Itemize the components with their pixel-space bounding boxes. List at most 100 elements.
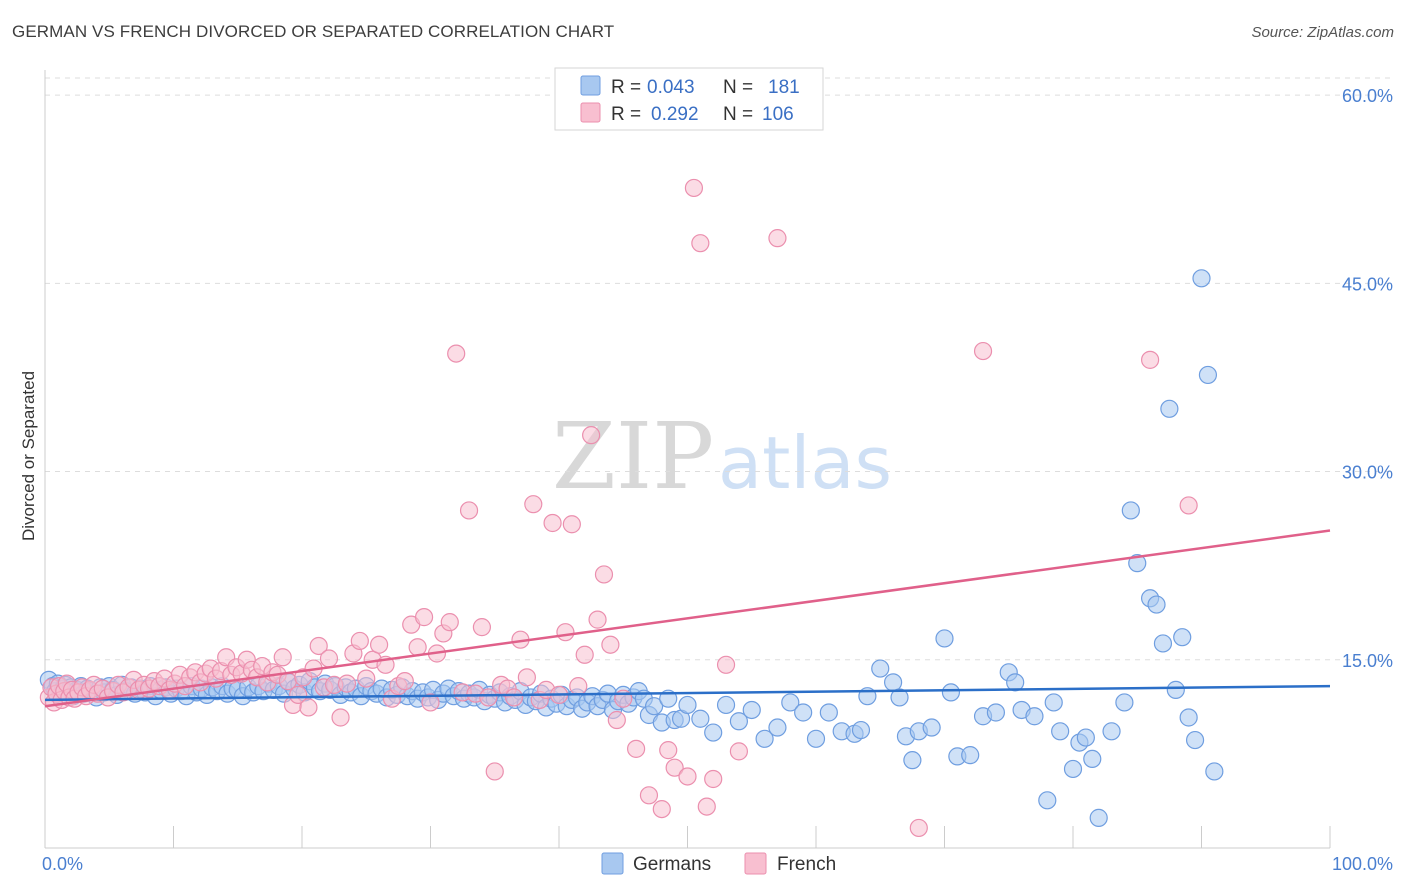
french-point-99 (562, 515, 581, 534)
germans-point-140 (806, 729, 826, 748)
germans-point-147 (883, 673, 903, 692)
french-point-85 (472, 618, 491, 637)
germans-point-170 (1089, 808, 1108, 827)
germans-point-181 (1179, 708, 1198, 727)
germans-point-138 (781, 693, 800, 712)
germans-point-130 (678, 695, 697, 715)
french-point-117 (704, 769, 723, 789)
source-label: Source: ZipAtlas.com (1251, 24, 1394, 41)
french-point-121 (909, 818, 928, 838)
germans-bottom-swatch (601, 852, 624, 875)
french-point-69 (370, 635, 389, 654)
germans-point-154 (941, 683, 961, 702)
y-tick-label-2: 45.0% (1342, 274, 1393, 294)
french-point-106 (607, 710, 626, 730)
germans-point-177 (1153, 634, 1173, 653)
germans-point-139 (794, 703, 813, 722)
germans-point-125 (644, 697, 664, 716)
french-point-114 (684, 178, 704, 198)
watermark-atlas: atlas (718, 421, 892, 505)
watermark-zip: ZIP (552, 403, 714, 510)
germans-n-label: N = (723, 77, 753, 98)
french-point-122 (973, 341, 993, 361)
germans-point-134 (729, 712, 749, 731)
germans-point-166 (1063, 759, 1083, 779)
germans-point-160 (1006, 673, 1025, 692)
germans-point-132 (704, 723, 723, 742)
french-point-98 (556, 623, 575, 642)
germans-bottom-label: Germans (633, 854, 711, 875)
french-point-93 (524, 495, 543, 514)
top-legend: R = 0.043 N = 181 R = 0.292 N = 106 (554, 67, 824, 131)
germans-point-180 (1173, 628, 1192, 647)
watermark: ZIP atlas (552, 403, 892, 510)
french-point-75 (408, 638, 427, 657)
germans-point-144 (851, 720, 871, 740)
french-point-110 (652, 799, 671, 819)
germans-legend-swatch (580, 75, 601, 96)
y-tick-labels: 15.0% 30.0% 45.0% 60.0% (1342, 86, 1393, 671)
germans-point-185 (1205, 762, 1224, 781)
french-legend-swatch (580, 102, 601, 123)
germans-point-163 (1038, 791, 1057, 810)
germans-point-182 (1185, 730, 1205, 750)
french-point-115 (691, 234, 710, 253)
french-point-124 (1179, 496, 1198, 515)
germans-point-148 (890, 688, 909, 707)
germans-r-value: 0.043 (647, 77, 695, 98)
french-point-119 (729, 742, 749, 761)
french-point-112 (665, 758, 684, 777)
french-point-104 (594, 565, 614, 584)
french-point-120 (768, 229, 787, 248)
french-point-92 (517, 668, 536, 687)
french-point-77 (421, 693, 440, 712)
y-tick-label-3: 60.0% (1342, 86, 1393, 106)
germans-point-156 (961, 746, 980, 765)
y-tick-label-0: 15.0% (1342, 651, 1393, 671)
germans-point-184 (1198, 365, 1218, 385)
french-point-111 (659, 741, 678, 760)
germans-point-171 (1102, 722, 1121, 741)
germans-trend-line (44, 684, 1331, 702)
french-point-64 (337, 674, 357, 693)
french-point-80 (440, 613, 459, 632)
french-point-105 (601, 635, 620, 654)
bottom-legend: Germans French (601, 852, 836, 875)
french-point-109 (639, 786, 659, 805)
french-point-83 (459, 501, 479, 520)
french-point-87 (485, 762, 504, 781)
germans-point-176 (1147, 595, 1166, 614)
french-point-86 (479, 688, 498, 707)
french-point-73 (395, 672, 414, 691)
french-r-value: 0.292 (651, 104, 699, 125)
y-axis-label: Divorced or Separated (19, 371, 38, 541)
french-bottom-swatch (744, 852, 767, 875)
french-point-90 (504, 688, 524, 707)
x-tick-label-1: 100.0% (1332, 854, 1393, 874)
germans-point-131 (691, 709, 710, 728)
french-point-118 (716, 655, 736, 674)
french-point-108 (626, 739, 646, 758)
germans-point-174 (1128, 554, 1147, 573)
french-point-61 (319, 649, 339, 668)
french-point-66 (350, 631, 369, 651)
germans-point-178 (1160, 399, 1179, 418)
germans-point-183 (1192, 269, 1211, 288)
germans-r-label: R = (611, 77, 641, 98)
french-n-value: 106 (762, 104, 794, 125)
germans-point-141 (819, 703, 838, 722)
germans-point-173 (1121, 501, 1140, 520)
germans-point-172 (1115, 693, 1134, 712)
germans-point-168 (1076, 728, 1095, 747)
french-point-59 (309, 636, 328, 656)
french-point-67 (357, 669, 376, 688)
germans-point-133 (716, 695, 736, 715)
x-tick-label-0: 0.0% (42, 854, 83, 874)
germans-n-value: 181 (768, 77, 800, 98)
french-point-103 (588, 610, 607, 629)
germans-point-153 (935, 629, 954, 648)
french-point-100 (569, 677, 588, 696)
french-point-76 (414, 608, 434, 627)
french-point-63 (331, 708, 350, 727)
